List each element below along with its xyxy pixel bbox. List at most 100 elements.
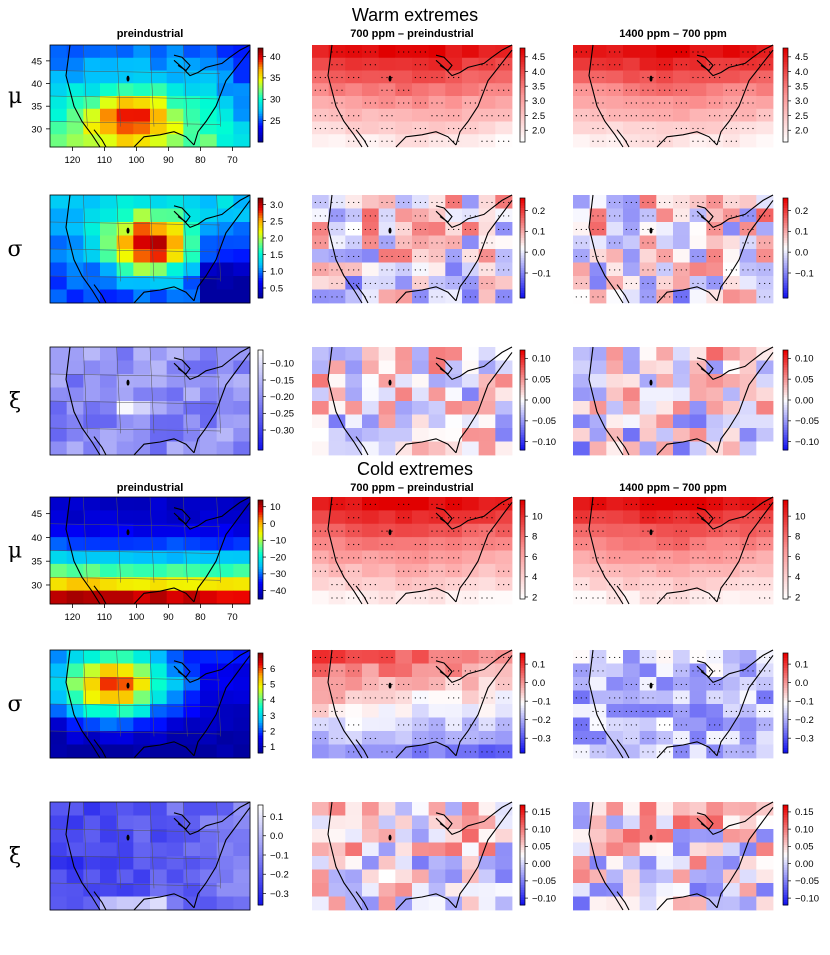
stipple-dot xyxy=(592,670,594,672)
grid-cell xyxy=(378,896,396,911)
colorbar-swatch xyxy=(258,278,263,281)
stipple-dot xyxy=(659,102,661,104)
stipple-dot xyxy=(431,557,433,559)
stipple-dot xyxy=(647,102,649,104)
stipple-dot xyxy=(714,683,716,686)
map-panel xyxy=(573,194,774,304)
colorbar-swatch xyxy=(258,402,263,406)
colorbar-swatch xyxy=(520,104,525,108)
coastline xyxy=(395,893,457,911)
stipple-dot xyxy=(635,584,637,586)
grid-cell xyxy=(50,577,68,592)
grid-cell xyxy=(589,262,607,277)
colorbar-swatch xyxy=(783,512,788,516)
colorbar-swatch xyxy=(258,370,263,373)
stipple-dot xyxy=(609,215,611,217)
grid-cell xyxy=(150,70,168,84)
grid-cell xyxy=(345,441,363,456)
stipple-dot xyxy=(464,215,466,217)
stipple-dot xyxy=(414,51,416,53)
stipple-dot xyxy=(386,140,388,142)
stipple-dot xyxy=(669,115,671,117)
stipple-dot xyxy=(464,127,466,130)
stipple-dot xyxy=(336,530,338,532)
grid-cell xyxy=(478,347,496,361)
stipple-dot xyxy=(474,255,476,258)
grid-cell xyxy=(83,70,101,84)
stipple-dot xyxy=(759,64,761,66)
stipple-dot xyxy=(436,115,438,117)
stipple-dot xyxy=(652,570,654,572)
colorbar-swatch xyxy=(783,215,788,219)
stipple-dot xyxy=(348,597,350,599)
grid-cell xyxy=(200,45,218,59)
stipple-dot xyxy=(324,127,326,130)
grid-cell xyxy=(478,704,496,718)
colorbar-swatch xyxy=(520,137,525,141)
stipple-dot xyxy=(747,503,749,505)
stipple-dot xyxy=(353,670,355,672)
grid-cell xyxy=(133,896,151,911)
stipple-dot xyxy=(358,228,360,231)
coastline xyxy=(93,436,107,456)
stipple-dot xyxy=(685,296,687,298)
grid-cell xyxy=(133,195,151,209)
coastline xyxy=(696,44,774,77)
grid-cell xyxy=(216,815,234,830)
grid-cell xyxy=(639,401,657,415)
stipple-dot xyxy=(664,102,666,104)
grid-cell xyxy=(478,677,496,691)
stipple-dot xyxy=(742,127,744,130)
stipple-dot xyxy=(647,282,649,285)
colorbar-swatch xyxy=(783,877,788,881)
coastline xyxy=(435,357,453,375)
stipple-dot xyxy=(331,597,333,599)
stipple-dot xyxy=(714,557,716,559)
grid-cell xyxy=(756,401,774,415)
colorbar-swatch xyxy=(783,830,788,833)
stipple-dot xyxy=(642,710,644,713)
stipple-dot xyxy=(369,64,371,66)
panel-frame xyxy=(49,44,251,148)
grid-cell xyxy=(312,276,330,290)
grid-cell xyxy=(328,883,346,897)
grid-cell xyxy=(166,704,184,718)
grid-cell xyxy=(639,896,657,911)
grid-cell xyxy=(150,537,168,551)
colorbar-tick-label: 8 xyxy=(795,532,800,543)
stipple-dot xyxy=(336,201,338,204)
grid-cell xyxy=(395,108,413,122)
grid-cell xyxy=(656,842,674,857)
grid-cell xyxy=(573,262,591,277)
stipple-dot xyxy=(369,282,371,285)
colorbar-swatch xyxy=(520,673,525,676)
grid-cell xyxy=(673,842,691,857)
grid-cell xyxy=(183,360,201,375)
grid-cell xyxy=(50,70,68,84)
grid-cell xyxy=(116,289,134,304)
grid-cell xyxy=(756,360,774,375)
colorbar-swatch xyxy=(520,220,525,224)
colorbar-swatch xyxy=(783,675,788,679)
stipple-dot xyxy=(647,683,649,686)
colorbar-swatch xyxy=(520,522,525,526)
grid-cell xyxy=(345,883,363,897)
colorbar-swatch xyxy=(258,860,263,863)
grid-cell xyxy=(362,869,380,884)
colorbar-swatch xyxy=(258,549,263,553)
grid-cell xyxy=(133,428,151,442)
stipple-dot xyxy=(714,201,716,204)
grid-cell xyxy=(100,249,118,263)
colorbar-swatch xyxy=(520,425,525,428)
stipple-dot xyxy=(619,584,621,586)
colorbar-swatch xyxy=(520,85,525,89)
grid-cell xyxy=(723,590,741,605)
grid-cell xyxy=(378,829,396,843)
stipple-dot xyxy=(630,282,632,285)
colorbar-swatch xyxy=(520,134,525,138)
colorbar-swatch xyxy=(258,95,263,98)
grid-cell xyxy=(495,441,513,456)
stipple-dot xyxy=(659,269,661,271)
lake-mark xyxy=(649,529,653,536)
colorbar-swatch xyxy=(783,670,788,674)
